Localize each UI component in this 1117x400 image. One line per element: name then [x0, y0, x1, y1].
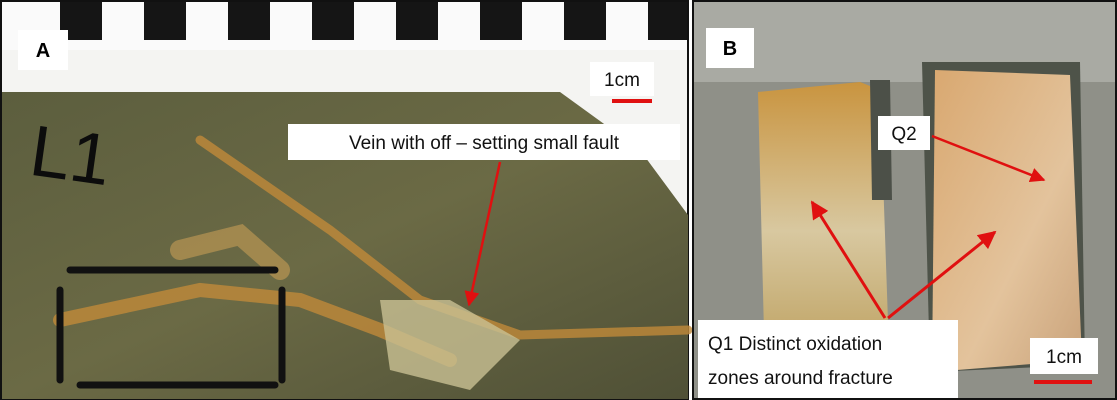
panel-a: L1 A 1cm Vein with off – setting small f… — [1, 1, 688, 399]
panel-label: A — [36, 40, 50, 62]
panel-b: B Q2 Q1 Distinct oxidation zones around … — [693, 1, 1116, 399]
callout-text: Vein with off – setting small fault — [349, 133, 620, 154]
ruler — [2, 2, 687, 50]
panel-label: B — [723, 38, 737, 60]
marker-text: L1 — [25, 111, 115, 201]
figure: L1 A 1cm Vein with off – setting small f… — [0, 0, 1117, 400]
q1-text: zones around fracture — [708, 368, 893, 389]
q2-text: Q2 — [891, 124, 916, 145]
scale-text: 1cm — [604, 70, 640, 91]
scale-text: 1cm — [1046, 347, 1082, 368]
q1-text: Q1 Distinct oxidation — [708, 334, 882, 355]
